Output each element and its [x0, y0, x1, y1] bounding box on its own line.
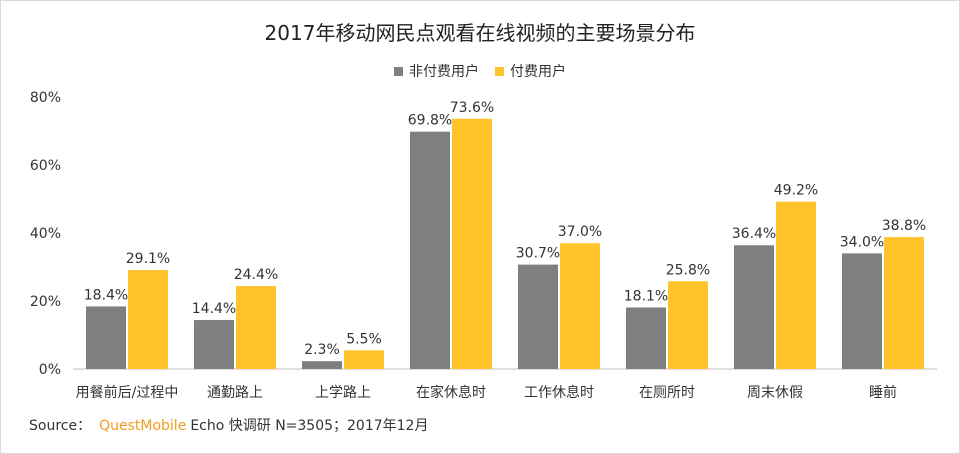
- bar-non-paying: [410, 131, 450, 369]
- data-label-paying: 73.6%: [450, 100, 494, 116]
- data-label-paying: 37.0%: [558, 224, 602, 240]
- bar-non-paying: [302, 361, 342, 369]
- bar-paying: [452, 118, 492, 369]
- legend-label-non-paying: 非付费用户: [409, 64, 479, 80]
- data-label-paying: 49.2%: [774, 183, 818, 199]
- source-rest: Echo 快调研 N=3505；2017年12月: [190, 418, 429, 434]
- bar-paying: [128, 270, 168, 369]
- x-category-label: 在家休息时: [416, 384, 486, 401]
- x-category-label: 通勤路上: [207, 385, 263, 401]
- bar-non-paying: [194, 320, 234, 369]
- data-label-non-paying: 36.4%: [732, 226, 776, 242]
- bar-paying: [776, 201, 816, 369]
- data-label-paying: 38.8%: [882, 218, 926, 234]
- data-label-paying: 24.4%: [234, 267, 278, 283]
- x-category-label: 在厕所时: [639, 385, 695, 401]
- bar-non-paying: [86, 306, 126, 369]
- legend-swatch-non-paying: [394, 66, 403, 76]
- y-tick-label: 20%: [30, 294, 61, 310]
- y-tick-label: 0%: [39, 362, 61, 378]
- data-label-non-paying: 18.1%: [624, 288, 668, 304]
- legend: 非付费用户 付费用户: [1, 61, 959, 81]
- legend-swatch-paying: [495, 66, 504, 76]
- x-category-label: 用餐前后/过程中: [76, 384, 179, 401]
- y-tick-label: 80%: [30, 90, 61, 106]
- bar-paying: [344, 350, 384, 369]
- x-category-label: 睡前: [869, 384, 897, 401]
- bar-paying: [884, 237, 924, 369]
- data-label-non-paying: 14.4%: [192, 301, 236, 317]
- x-category-label: 周末休假: [747, 385, 803, 401]
- data-label-non-paying: 18.4%: [84, 287, 128, 303]
- source-note: Source： QuestMobile Echo 快调研 N=3505；2017年1…: [29, 415, 428, 435]
- bar-paying: [668, 281, 708, 369]
- source-brand: QuestMobile: [99, 418, 187, 434]
- source-prefix: Source：: [29, 418, 92, 434]
- legend-item-non-paying: 非付费用户: [394, 61, 479, 81]
- bar-non-paying: [734, 245, 774, 369]
- data-label-paying: 25.8%: [666, 262, 710, 278]
- data-label-non-paying: 34.0%: [840, 234, 884, 250]
- data-label-non-paying: 30.7%: [516, 246, 560, 262]
- x-category-label: 工作休息时: [524, 384, 594, 401]
- legend-label-paying: 付费用户: [510, 64, 566, 80]
- bar-non-paying: [518, 264, 558, 369]
- bar-paying: [560, 243, 600, 369]
- data-label-non-paying: 69.8%: [408, 113, 452, 129]
- data-label-non-paying: 2.3%: [304, 342, 340, 358]
- bar-paying: [236, 286, 276, 369]
- bar-non-paying: [626, 307, 666, 369]
- data-label-paying: 5.5%: [346, 331, 382, 347]
- chart-title: 2017年移动网民点观看在线视频的主要场景分布: [264, 21, 696, 45]
- data-label-paying: 29.1%: [126, 251, 170, 267]
- y-tick-label: 40%: [30, 226, 61, 242]
- legend-item-paying: 付费用户: [495, 61, 566, 81]
- bar-non-paying: [842, 253, 882, 369]
- x-category-label: 上学路上: [315, 385, 371, 401]
- y-tick-label: 60%: [30, 158, 61, 174]
